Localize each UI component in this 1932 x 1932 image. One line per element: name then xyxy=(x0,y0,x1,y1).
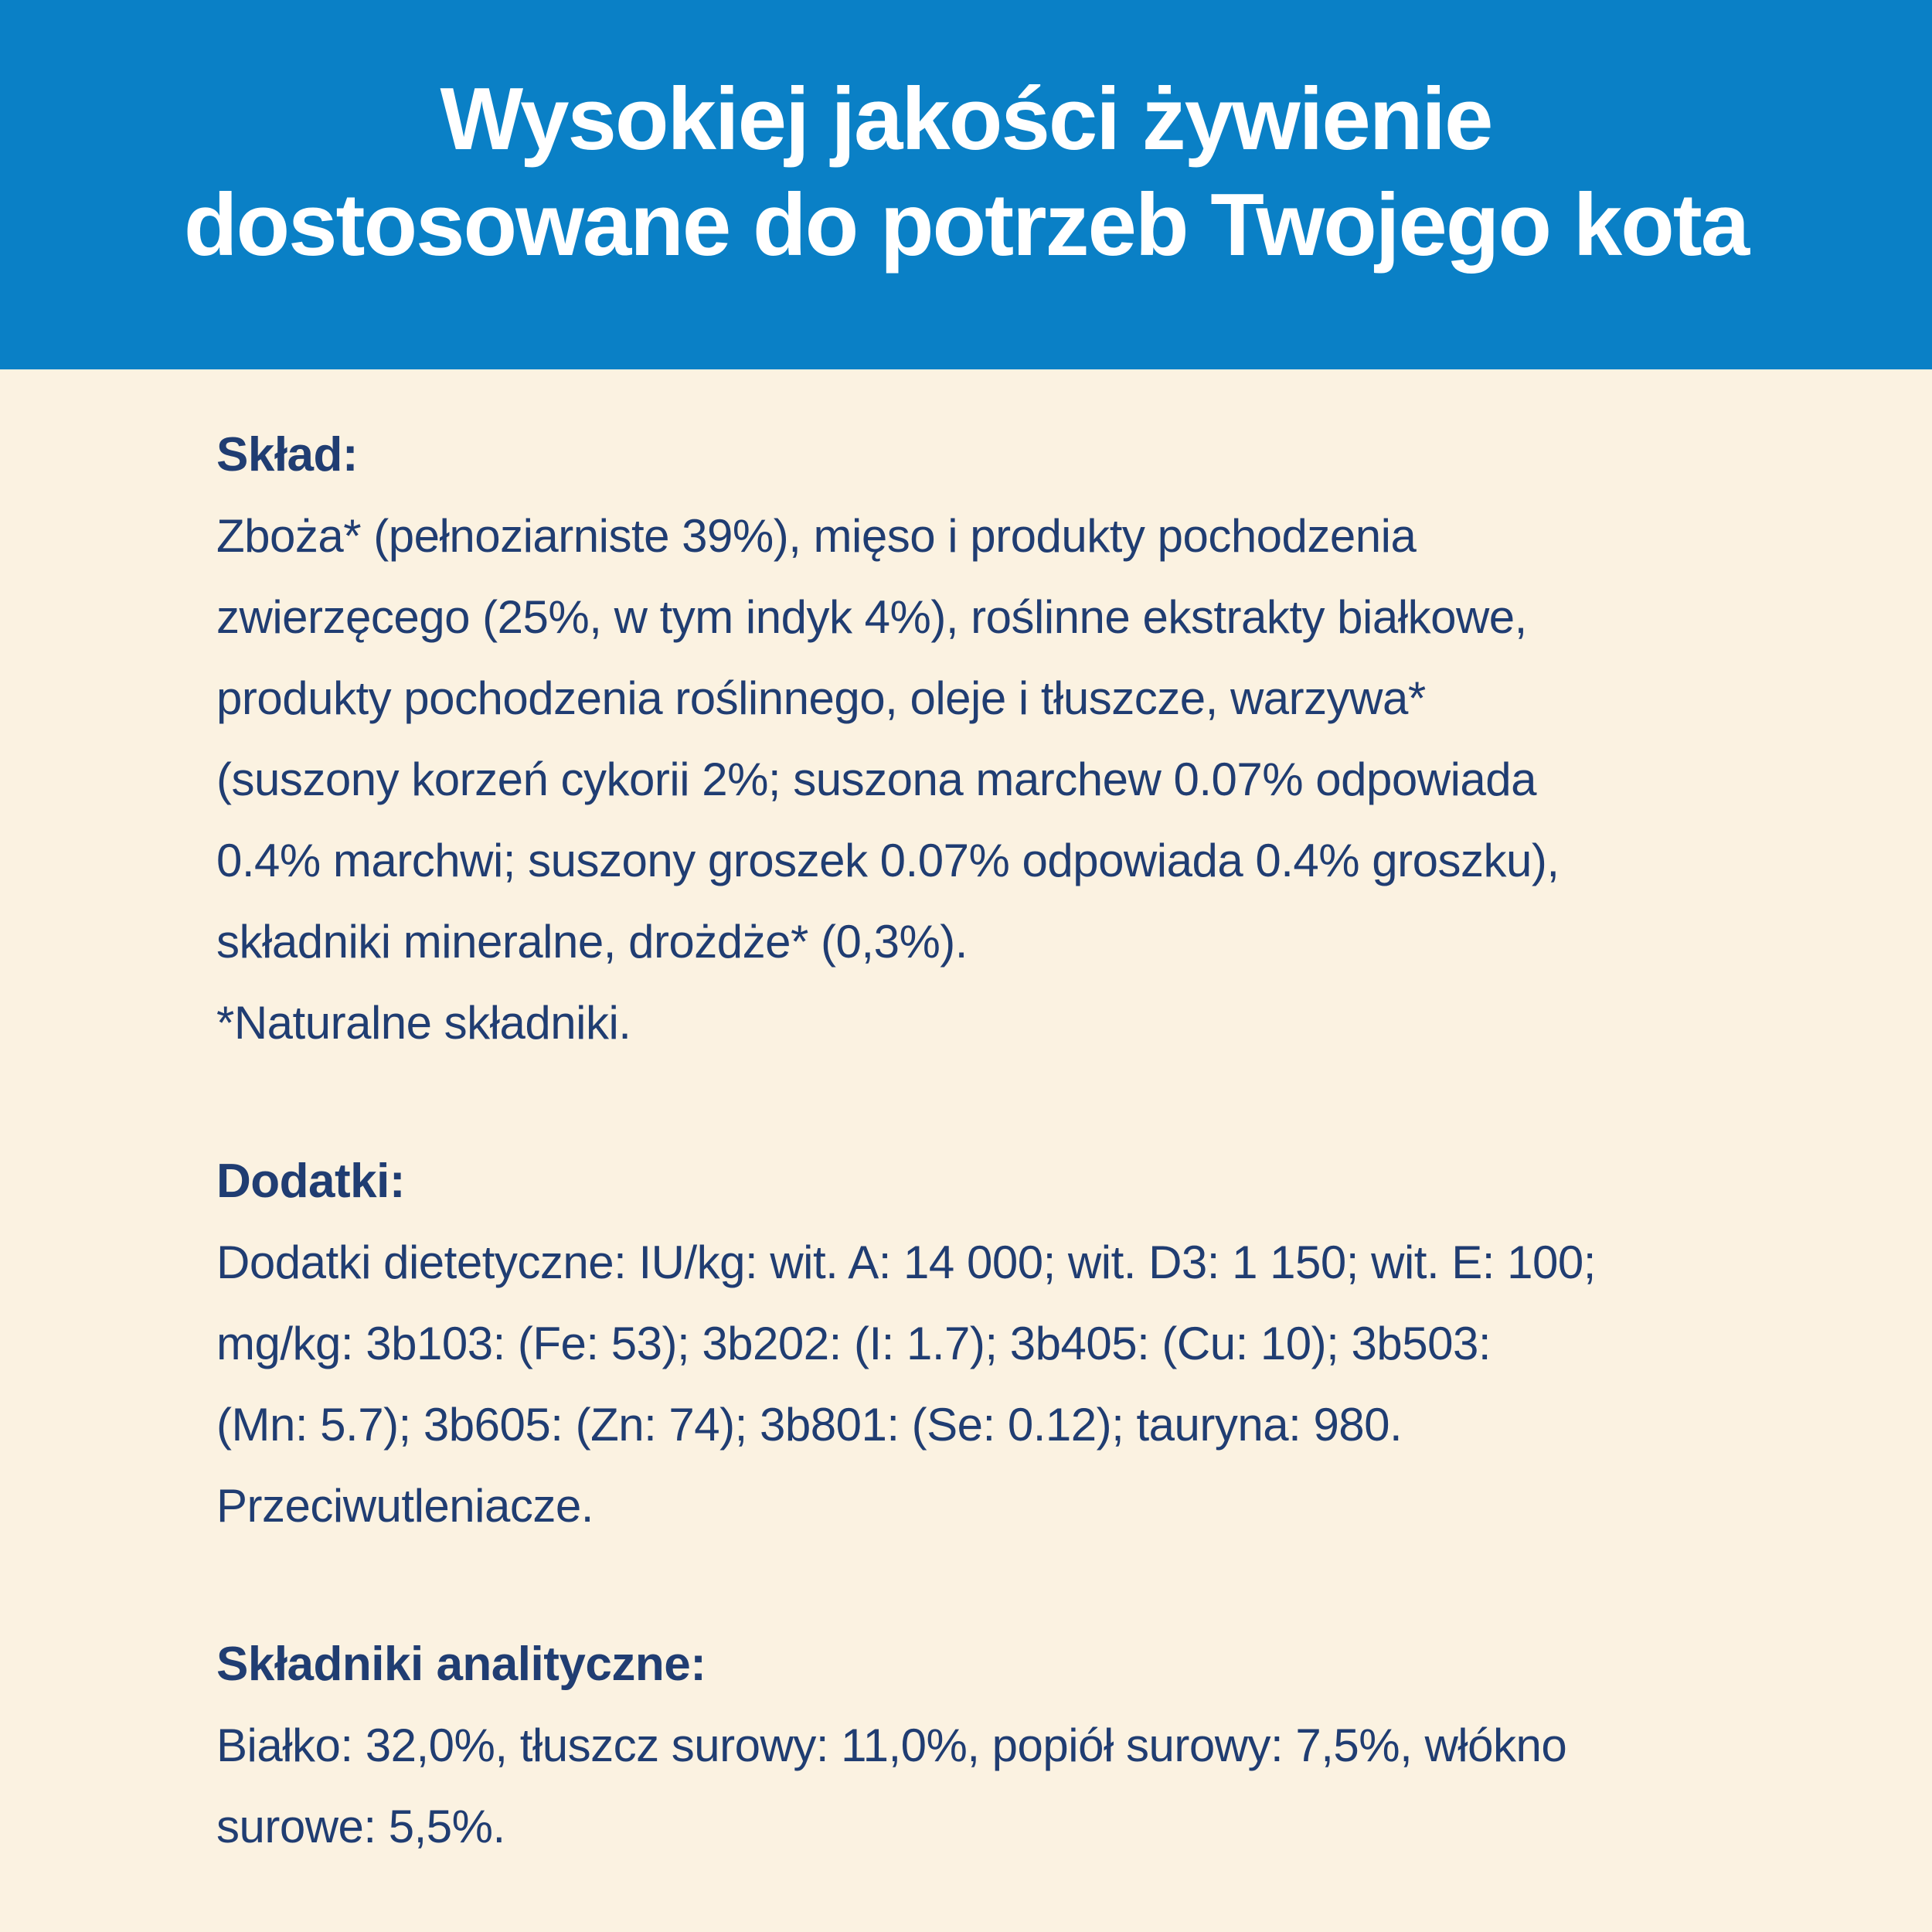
section-dodatki: Dodatki: Dodatki dietetyczne: IU/kg: wit… xyxy=(216,1141,1777,1546)
section-skladniki-analityczne: Składniki analityczne: Białko: 32,0%, tł… xyxy=(216,1624,1777,1867)
dodatki-body: Dodatki dietetyczne: IU/kg: wit. A: 14 0… xyxy=(216,1236,1596,1532)
header-band: Wysokiej jakości żywienie dostosowane do… xyxy=(0,0,1932,369)
skladniki-analityczne-body: Białko: 32,0%, tłuszcz surowy: 11,0%, po… xyxy=(216,1719,1567,1852)
dodatki-heading: Dodatki: xyxy=(216,1155,406,1208)
skladniki-analityczne-heading: Składniki analityczne: xyxy=(216,1638,706,1691)
section-sklad: Skład: Zboża* (pełnoziarniste 39%), mięs… xyxy=(216,414,1777,1063)
content: Skład: Zboża* (pełnoziarniste 39%), mięs… xyxy=(0,369,1932,1867)
sklad-body: Zboża* (pełnoziarniste 39%), mięso i pro… xyxy=(216,510,1560,1049)
sklad-heading: Skład: xyxy=(216,428,359,481)
page-title: Wysokiej jakości żywienie dostosowane do… xyxy=(183,70,1750,274)
